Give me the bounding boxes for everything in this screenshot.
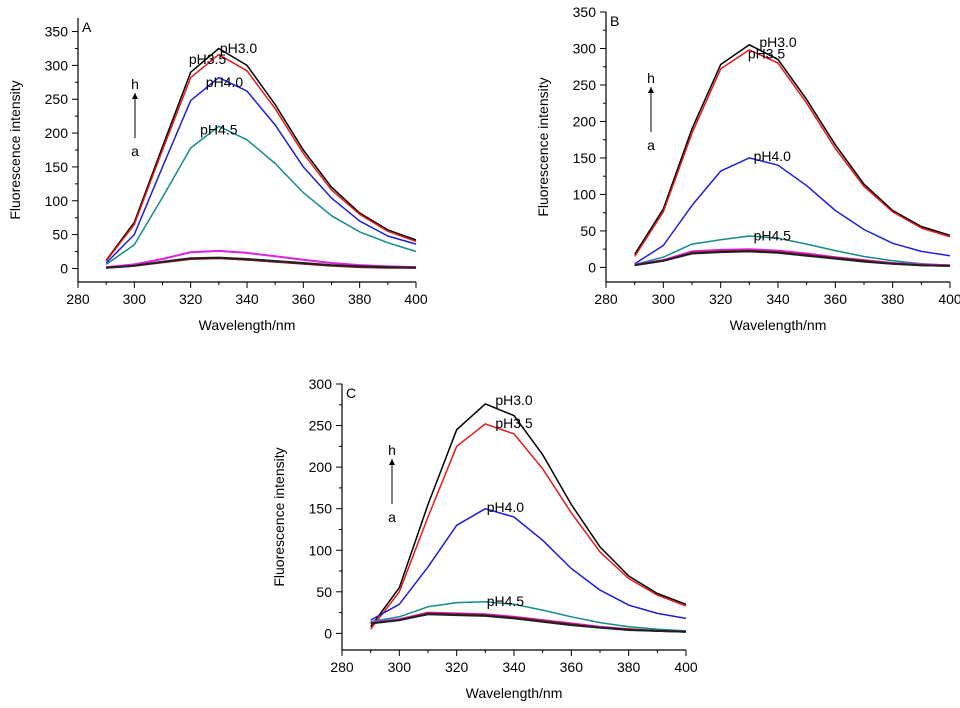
panel-a-x-tick-label: 300 (123, 291, 147, 307)
panel-a-x-tick-label: 340 (235, 291, 259, 307)
panel-c-curve-label: pH4.0 (487, 499, 525, 515)
panel-a-y-tick-label: 100 (45, 193, 69, 209)
panel-a-x-tick-label: 280 (66, 291, 90, 307)
panel-a-arrow-bottom-label: a (131, 143, 139, 159)
panel-a-y-tick-label: 50 (52, 227, 68, 243)
panel-c-curve-label: pH4.5 (487, 593, 525, 609)
panel-c-y-tick-label: 150 (309, 501, 333, 517)
panel-b-arrow-head-icon (648, 87, 654, 93)
panel-a-arrow-head-icon (132, 93, 138, 99)
panel-a-x-axis-title: Wavelength/nm (199, 317, 296, 333)
panel-c-x-tick-label: 400 (674, 659, 698, 675)
panel-a-series-line (106, 256, 417, 269)
panel-c-y-axis-title: Fluorescence intensity (271, 447, 287, 586)
panel-c-label: C (346, 385, 356, 401)
panel-c-x-axis-title: Wavelength/nm (466, 685, 563, 701)
panel-b-y-tick-label: 50 (580, 223, 596, 239)
panel-b-x-axis-title: Wavelength/nm (730, 317, 827, 333)
panel-c-y-tick-label: 0 (324, 625, 332, 641)
panel-c-x-tick-label: 340 (502, 659, 526, 675)
panel-a-x-tick-label: 360 (292, 291, 316, 307)
panel-b-arrow-top-label: h (647, 70, 655, 86)
panel-a-y-tick-label: 300 (45, 57, 69, 73)
panel-a-y-tick-label: 250 (45, 91, 69, 107)
panel-b-x-tick-label: 280 (594, 291, 618, 307)
panel-a-y-tick-label: 0 (60, 260, 68, 276)
panel-a-series-line (105, 53, 417, 262)
panel-b-curve-label: pH3.5 (748, 46, 786, 62)
panel-b-curve-label: pH3.0 (759, 34, 797, 50)
panel-c-series-line (370, 403, 687, 628)
panel-c-y-tick-label: 300 (309, 376, 333, 392)
panel-b-series-line (634, 49, 951, 257)
panel-b-x-tick-label: 360 (824, 291, 848, 307)
panel-b-curve-label: pH4.0 (754, 148, 792, 164)
panel-b-y-tick-label: 350 (573, 4, 597, 20)
panel-a-label: A (82, 19, 92, 35)
panel-b-series-line (634, 250, 951, 267)
panel-c-series-line (370, 507, 687, 621)
panel-b-series-line (634, 235, 951, 266)
panel-b-y-tick-label: 200 (573, 113, 597, 129)
panel-c-y-tick-label: 250 (309, 418, 333, 434)
panel-a-x-tick-label: 400 (404, 291, 428, 307)
panel-a-series-line (105, 76, 417, 264)
panel-a-x-tick-label: 380 (348, 291, 372, 307)
panel-c-curve-label: pH3.0 (495, 392, 533, 408)
panel-b-x-tick-label: 300 (652, 291, 676, 307)
panel-a-y-tick-label: 150 (45, 159, 69, 175)
panel-c-arrow-top-label: h (388, 442, 396, 458)
panel-c-y-tick-label: 100 (309, 542, 333, 558)
panel-a-y-tick-label: 200 (45, 125, 69, 141)
panel-a-curve-label: pH3.0 (220, 40, 258, 56)
panel-c-series-line (370, 601, 687, 632)
panel-a-series-line (105, 125, 417, 266)
panel-a-curve-label: pH4.0 (206, 74, 244, 90)
panel-b-label: B (610, 13, 619, 29)
panel-b-series-line (634, 248, 951, 267)
panel-c-y-tick-label: 200 (309, 459, 333, 475)
panel-c-arrow-head-icon (389, 459, 395, 465)
panel-b-x-tick-label: 400 (938, 291, 960, 307)
panel-a-arrow-top-label: h (131, 76, 139, 92)
panel-a-x-tick-label: 320 (179, 291, 203, 307)
panel-b-y-tick-label: 100 (573, 186, 597, 202)
panel-c-x-tick-label: 300 (388, 659, 412, 675)
panel-b-y-tick-label: 300 (573, 40, 597, 56)
panel-b-arrow-bottom-label: a (647, 137, 655, 153)
panel-c-curve-label: pH3.5 (495, 415, 533, 431)
panel-c-arrow-bottom-label: a (388, 509, 396, 525)
panel-b-x-tick-label: 380 (881, 291, 905, 307)
panel-b-y-tick-label: 150 (573, 150, 597, 166)
panel-c-series-line (370, 613, 687, 633)
panel-b-x-tick-label: 340 (766, 291, 790, 307)
panel-b-series-line (634, 44, 951, 255)
panel-b-y-tick-label: 250 (573, 77, 597, 93)
panel-b-y-axis-title: Fluorescence intensity (535, 77, 551, 216)
panel-c-x-tick-label: 280 (330, 659, 354, 675)
panel-b-curve-label: pH4.5 (754, 227, 792, 243)
panel-c-series-line (370, 423, 687, 630)
panel-a-curve-label: pH4.5 (200, 121, 238, 137)
panel-c-x-tick-label: 320 (445, 659, 469, 675)
panel-a-y-axis-title: Fluorescence intensity (7, 80, 23, 219)
panel-b-y-tick-label: 0 (588, 259, 596, 275)
panel-c-x-tick-label: 360 (560, 659, 584, 675)
panel-c-x-tick-label: 380 (617, 659, 641, 675)
panel-a-curve-label: pH3.5 (189, 51, 227, 67)
panel-b-x-tick-label: 320 (709, 291, 733, 307)
panel-a-series-line (105, 47, 417, 261)
panel-a-y-tick-label: 350 (45, 24, 69, 40)
panel-b-series-line (634, 157, 951, 265)
panel-a-series-line (106, 249, 417, 269)
panel-c-y-tick-label: 50 (316, 584, 332, 600)
